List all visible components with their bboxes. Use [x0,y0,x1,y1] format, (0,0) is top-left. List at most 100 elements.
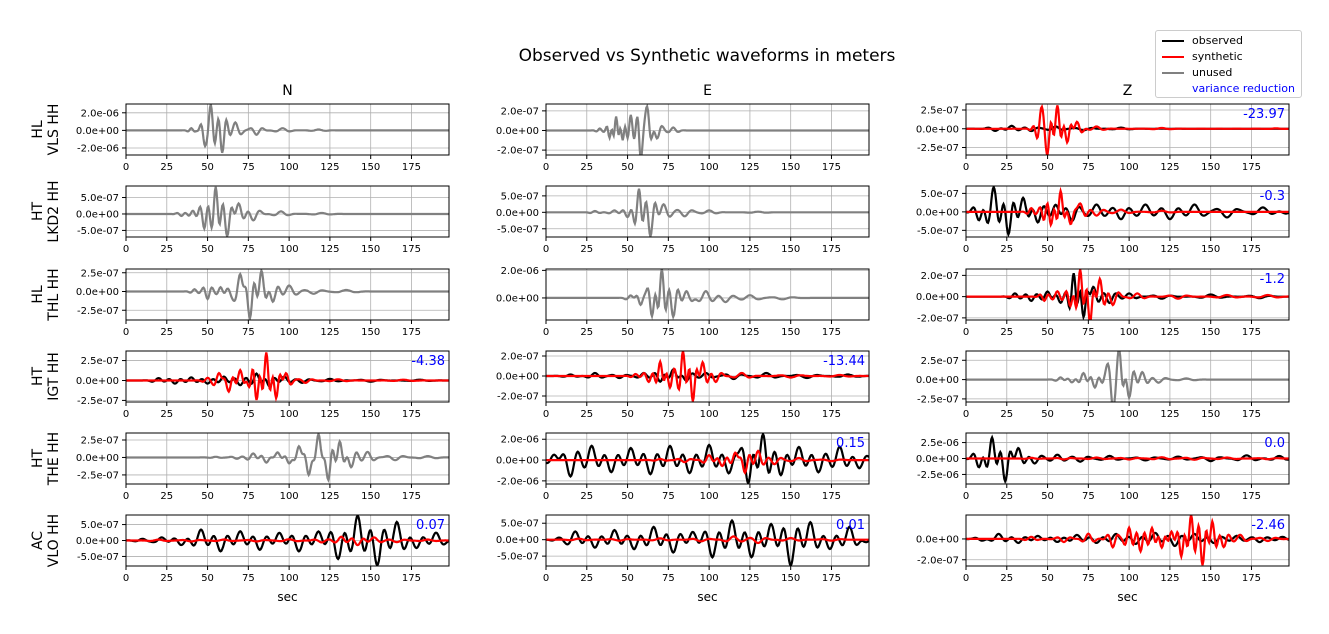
y-tick-label: -2.5e-07 [917,143,959,154]
x-tick-label: 50 [1041,327,1054,338]
x-tick-label: 75 [662,327,675,338]
x-tick-label: 25 [580,573,593,584]
x-tick-label: 50 [201,409,214,420]
unused-trace [966,351,1289,402]
x-tick-label: 25 [160,327,173,338]
x-tick-label: 125 [320,327,339,338]
y-tick-label: -2.0e-06 [497,476,539,487]
axes-frame [965,514,1290,567]
y-tick-label: 5.0e-07 [81,193,119,204]
x-tick-label: 150 [1201,244,1220,255]
x-tick-label: 75 [1082,491,1095,502]
x-tick-label: 175 [822,409,841,420]
panel-vls-hh-e: 0 25 50 75 100 125 150 175 2.0e-07 0.0e+00 -2.0e-0… [496,103,870,173]
x-tick-label: 25 [1000,491,1013,502]
x-tick-label: 150 [781,244,800,255]
variance-reduction-label: -4.38 [411,354,445,369]
synthetic-trace [126,535,449,547]
synthetic-trace [546,351,869,402]
x-tick-label: 100 [280,244,299,255]
y-tick-label: 2.5e-06 [921,438,959,449]
axes-frame [125,103,450,156]
row-label-station: THE HH [46,432,62,486]
y-tick-label: -2.0e-07 [917,555,959,566]
x-tick-label: 100 [280,327,299,338]
x-tick-label: 25 [580,409,593,420]
synthetic-trace [546,535,869,545]
axes-frame [965,103,1290,156]
panel-igt-hh-n: 0 25 50 75 100 125 150 175 2.5e-07 0.0e+00 -2.5e-0… [76,350,450,420]
x-tick-label: 100 [280,162,299,173]
x-tick-label: 150 [361,409,380,420]
x-tick-label: 125 [320,244,339,255]
row-label-network: HL [30,120,46,139]
x-tick-label: 175 [822,573,841,584]
legend: observed synthetic unused variance reductio… [1155,30,1302,98]
x-tick-label: 100 [700,409,719,420]
x-tick-label: 75 [662,162,675,173]
x-tick-label: 50 [621,573,634,584]
y-tick-label: 0.0e+00 [76,126,119,137]
x-tick-label: 75 [242,244,255,255]
row-label-network: HT [30,449,46,469]
panel-igt-hh-e: 0 25 50 75 100 125 150 175 2.0e-07 0.0e+00 -2.0e-0… [496,350,870,420]
x-tick-label: 0 [963,409,969,420]
x-tick-label: 100 [280,573,299,584]
x-tick-label: 50 [201,573,214,584]
y-tick-label: 0.0e+00 [496,456,539,467]
y-tick-label: 2.0e-06 [81,108,119,119]
synthetic-trace [546,449,869,476]
x-tick-label: 25 [1000,409,1013,420]
observed-trace [966,272,1289,320]
y-tick-label: 5.0e-07 [501,191,539,202]
x-tick-label: 150 [781,573,800,584]
axes-frame [545,103,870,156]
x-tick-label: 75 [1082,162,1095,173]
x-tick-label: 75 [662,573,675,584]
panel-igt-hh-z: 0 25 50 75 100 125 150 175 2.5e-07 0.0e+00 -2.5e-0… [916,350,1290,420]
row-label-station: VLO HH [46,514,62,567]
panel-thl-hh-n: 0 25 50 75 100 125 150 175 2.5e-07 0.0e+00 -2.5e-0… [76,268,450,338]
unused-trace [546,104,869,155]
x-tick-label: 0 [123,491,129,502]
legend-label: unused [1192,66,1233,79]
panel-the-hh-z: 0 25 50 75 100 125 150 175 2.5e-06 0.0e+00 -2.5e-0… [916,432,1290,502]
legend-label: observed [1192,34,1243,47]
x-tick-label: 175 [822,244,841,255]
axes-frame [545,514,870,567]
legend-entry-variance-reduction: variance reduction [1192,82,1295,96]
axes-frame [965,350,1290,403]
x-tick-label: 0 [543,573,549,584]
y-tick-label: 0.0e+00 [916,124,959,135]
variance-reduction-label: 0.01 [836,518,865,533]
y-tick-label: 0.0e+00 [76,453,119,464]
figure-title: Observed vs Synthetic waveforms in meter… [519,46,896,66]
x-tick-label: 125 [1160,573,1179,584]
x-tick-label: 125 [1160,409,1179,420]
y-tick-label: -2.0e-07 [917,313,959,324]
unused-trace [126,104,449,154]
y-tick-label: 0.0e+00 [916,292,959,303]
x-tick-label: 125 [1160,162,1179,173]
x-tick-label: 25 [160,244,173,255]
x-tick-label: 75 [1082,409,1095,420]
x-tick-label: 75 [1082,244,1095,255]
y-tick-label: -2.5e-07 [77,470,119,481]
y-tick-label: 0.0e+00 [496,208,539,219]
x-tick-label: 50 [621,327,634,338]
column-title-z: Z [1123,83,1133,99]
x-axis-label: sec [1117,590,1137,604]
x-tick-label: 150 [1201,573,1220,584]
x-tick-label: 50 [1041,573,1054,584]
variance-reduction-label: -1.2 [1260,272,1285,287]
panel-vlo-hh-z: 0 25 50 75 100 125 150 175 0.0e+00 -2.0e-07 -2.46 [916,514,1290,584]
observed-trace [126,515,449,566]
y-tick-label: 0.0e+00 [76,287,119,298]
x-tick-label: 0 [543,327,549,338]
row-label-station: LKD2 HH [46,180,62,242]
unused-trace [126,433,449,484]
x-tick-label: 150 [781,162,800,173]
x-tick-label: 150 [361,244,380,255]
x-tick-label: 50 [1041,244,1054,255]
